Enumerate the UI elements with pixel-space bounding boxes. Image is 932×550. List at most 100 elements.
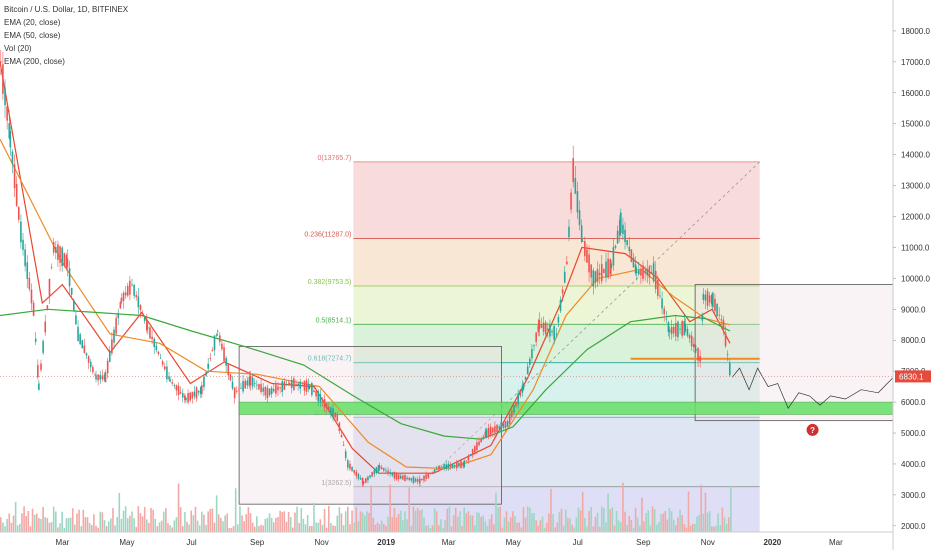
fib-level-label: 0.5(8514.1) xyxy=(316,317,352,324)
price-candle xyxy=(458,462,460,467)
volume-bar xyxy=(579,510,582,532)
fib-band xyxy=(353,238,760,286)
price-candle xyxy=(465,460,468,462)
volume-bar xyxy=(88,522,91,532)
price-candle xyxy=(215,334,218,336)
volume-bar xyxy=(592,526,595,532)
volume-bar xyxy=(454,507,457,532)
price-candle xyxy=(279,387,281,389)
volume-bar xyxy=(253,526,256,532)
legend-ema50: EMA (50, close) xyxy=(4,31,61,40)
volume-bar xyxy=(626,524,628,532)
ema-line-200 xyxy=(0,308,731,440)
price-candle xyxy=(211,349,214,352)
price-candle xyxy=(307,383,310,390)
price-candle xyxy=(40,363,42,370)
price-candle xyxy=(652,263,655,282)
y-tick-label: 16000.0 xyxy=(901,89,930,98)
volume-bar xyxy=(708,511,711,532)
volume-bar xyxy=(450,526,453,532)
volume-bar xyxy=(173,520,176,532)
price-candle xyxy=(246,380,249,386)
volume-bar xyxy=(336,515,339,532)
volume-bar xyxy=(135,526,138,532)
volume-bar xyxy=(518,522,521,532)
volume-bar xyxy=(249,513,252,532)
price-candle xyxy=(542,322,545,332)
volume-bar xyxy=(95,525,97,532)
price-candle xyxy=(30,289,33,304)
price-candle xyxy=(94,374,96,376)
price-candle xyxy=(83,345,86,354)
price-candle xyxy=(630,249,633,263)
price-candle xyxy=(648,266,651,278)
price-candle xyxy=(205,372,207,376)
volume-bar xyxy=(366,511,368,532)
volume-bar xyxy=(133,518,135,532)
volume-bar xyxy=(31,508,34,532)
price-candle xyxy=(9,131,12,148)
price-candle xyxy=(672,326,675,334)
price-candle xyxy=(111,339,113,354)
volume-bar xyxy=(691,523,694,532)
volume-bar xyxy=(702,513,705,532)
price-candle xyxy=(438,466,440,470)
fib-band xyxy=(353,161,760,239)
y-tick-label: 18000.0 xyxy=(901,27,930,36)
volume-bar xyxy=(311,526,313,532)
price-candle xyxy=(59,246,61,263)
price-candle xyxy=(513,405,515,413)
volume-bar xyxy=(330,523,332,532)
volume-bar xyxy=(211,508,214,532)
volume-bar xyxy=(696,516,698,532)
volume-bar xyxy=(86,517,89,532)
volume-bar xyxy=(624,511,626,532)
volume-bar xyxy=(179,507,182,532)
volume-bar xyxy=(520,527,523,532)
price-candle xyxy=(684,324,687,332)
volume-bar xyxy=(421,509,423,532)
volume-bar xyxy=(425,525,427,532)
price-candle xyxy=(362,481,365,484)
price-candle xyxy=(229,374,232,381)
volume-bar xyxy=(607,493,609,532)
price-candle xyxy=(171,382,174,384)
volume-bar xyxy=(550,488,552,532)
price-candle xyxy=(600,263,603,282)
volume-bar xyxy=(653,509,656,532)
volume-bar xyxy=(236,524,239,532)
y-tick-label: 6000.0 xyxy=(901,398,926,407)
volume-bar xyxy=(84,517,87,532)
price-candle xyxy=(66,258,69,268)
price-candle xyxy=(391,472,394,476)
price-tag-label: 6830.1 xyxy=(899,372,924,381)
price-candle xyxy=(634,264,637,274)
volume-bar xyxy=(228,527,231,532)
price-candle xyxy=(632,257,635,268)
price-candle xyxy=(580,225,583,242)
volume-bar xyxy=(672,519,675,532)
volume-bar xyxy=(129,515,131,532)
price-candle xyxy=(586,249,588,263)
volume-bar xyxy=(473,524,476,532)
volume-bar xyxy=(35,513,38,532)
volume-bar xyxy=(467,511,470,532)
volume-bar xyxy=(190,510,193,532)
price-candle xyxy=(361,478,364,485)
price-candle xyxy=(4,87,6,106)
volume-bar xyxy=(57,527,59,532)
question-marker-icon xyxy=(806,423,819,436)
price-candle xyxy=(504,421,507,428)
price-candle xyxy=(143,317,146,322)
x-tick-label: Sep xyxy=(250,538,265,547)
price-candle xyxy=(718,314,721,316)
volume-bar xyxy=(516,522,518,532)
volume-bar xyxy=(529,507,531,532)
volume-bar xyxy=(205,524,207,532)
volume-bar xyxy=(577,507,580,532)
y-tick-label: 14000.0 xyxy=(901,151,930,160)
price-candle xyxy=(166,366,168,380)
volume-bar xyxy=(717,513,719,532)
price-candle xyxy=(456,461,458,469)
